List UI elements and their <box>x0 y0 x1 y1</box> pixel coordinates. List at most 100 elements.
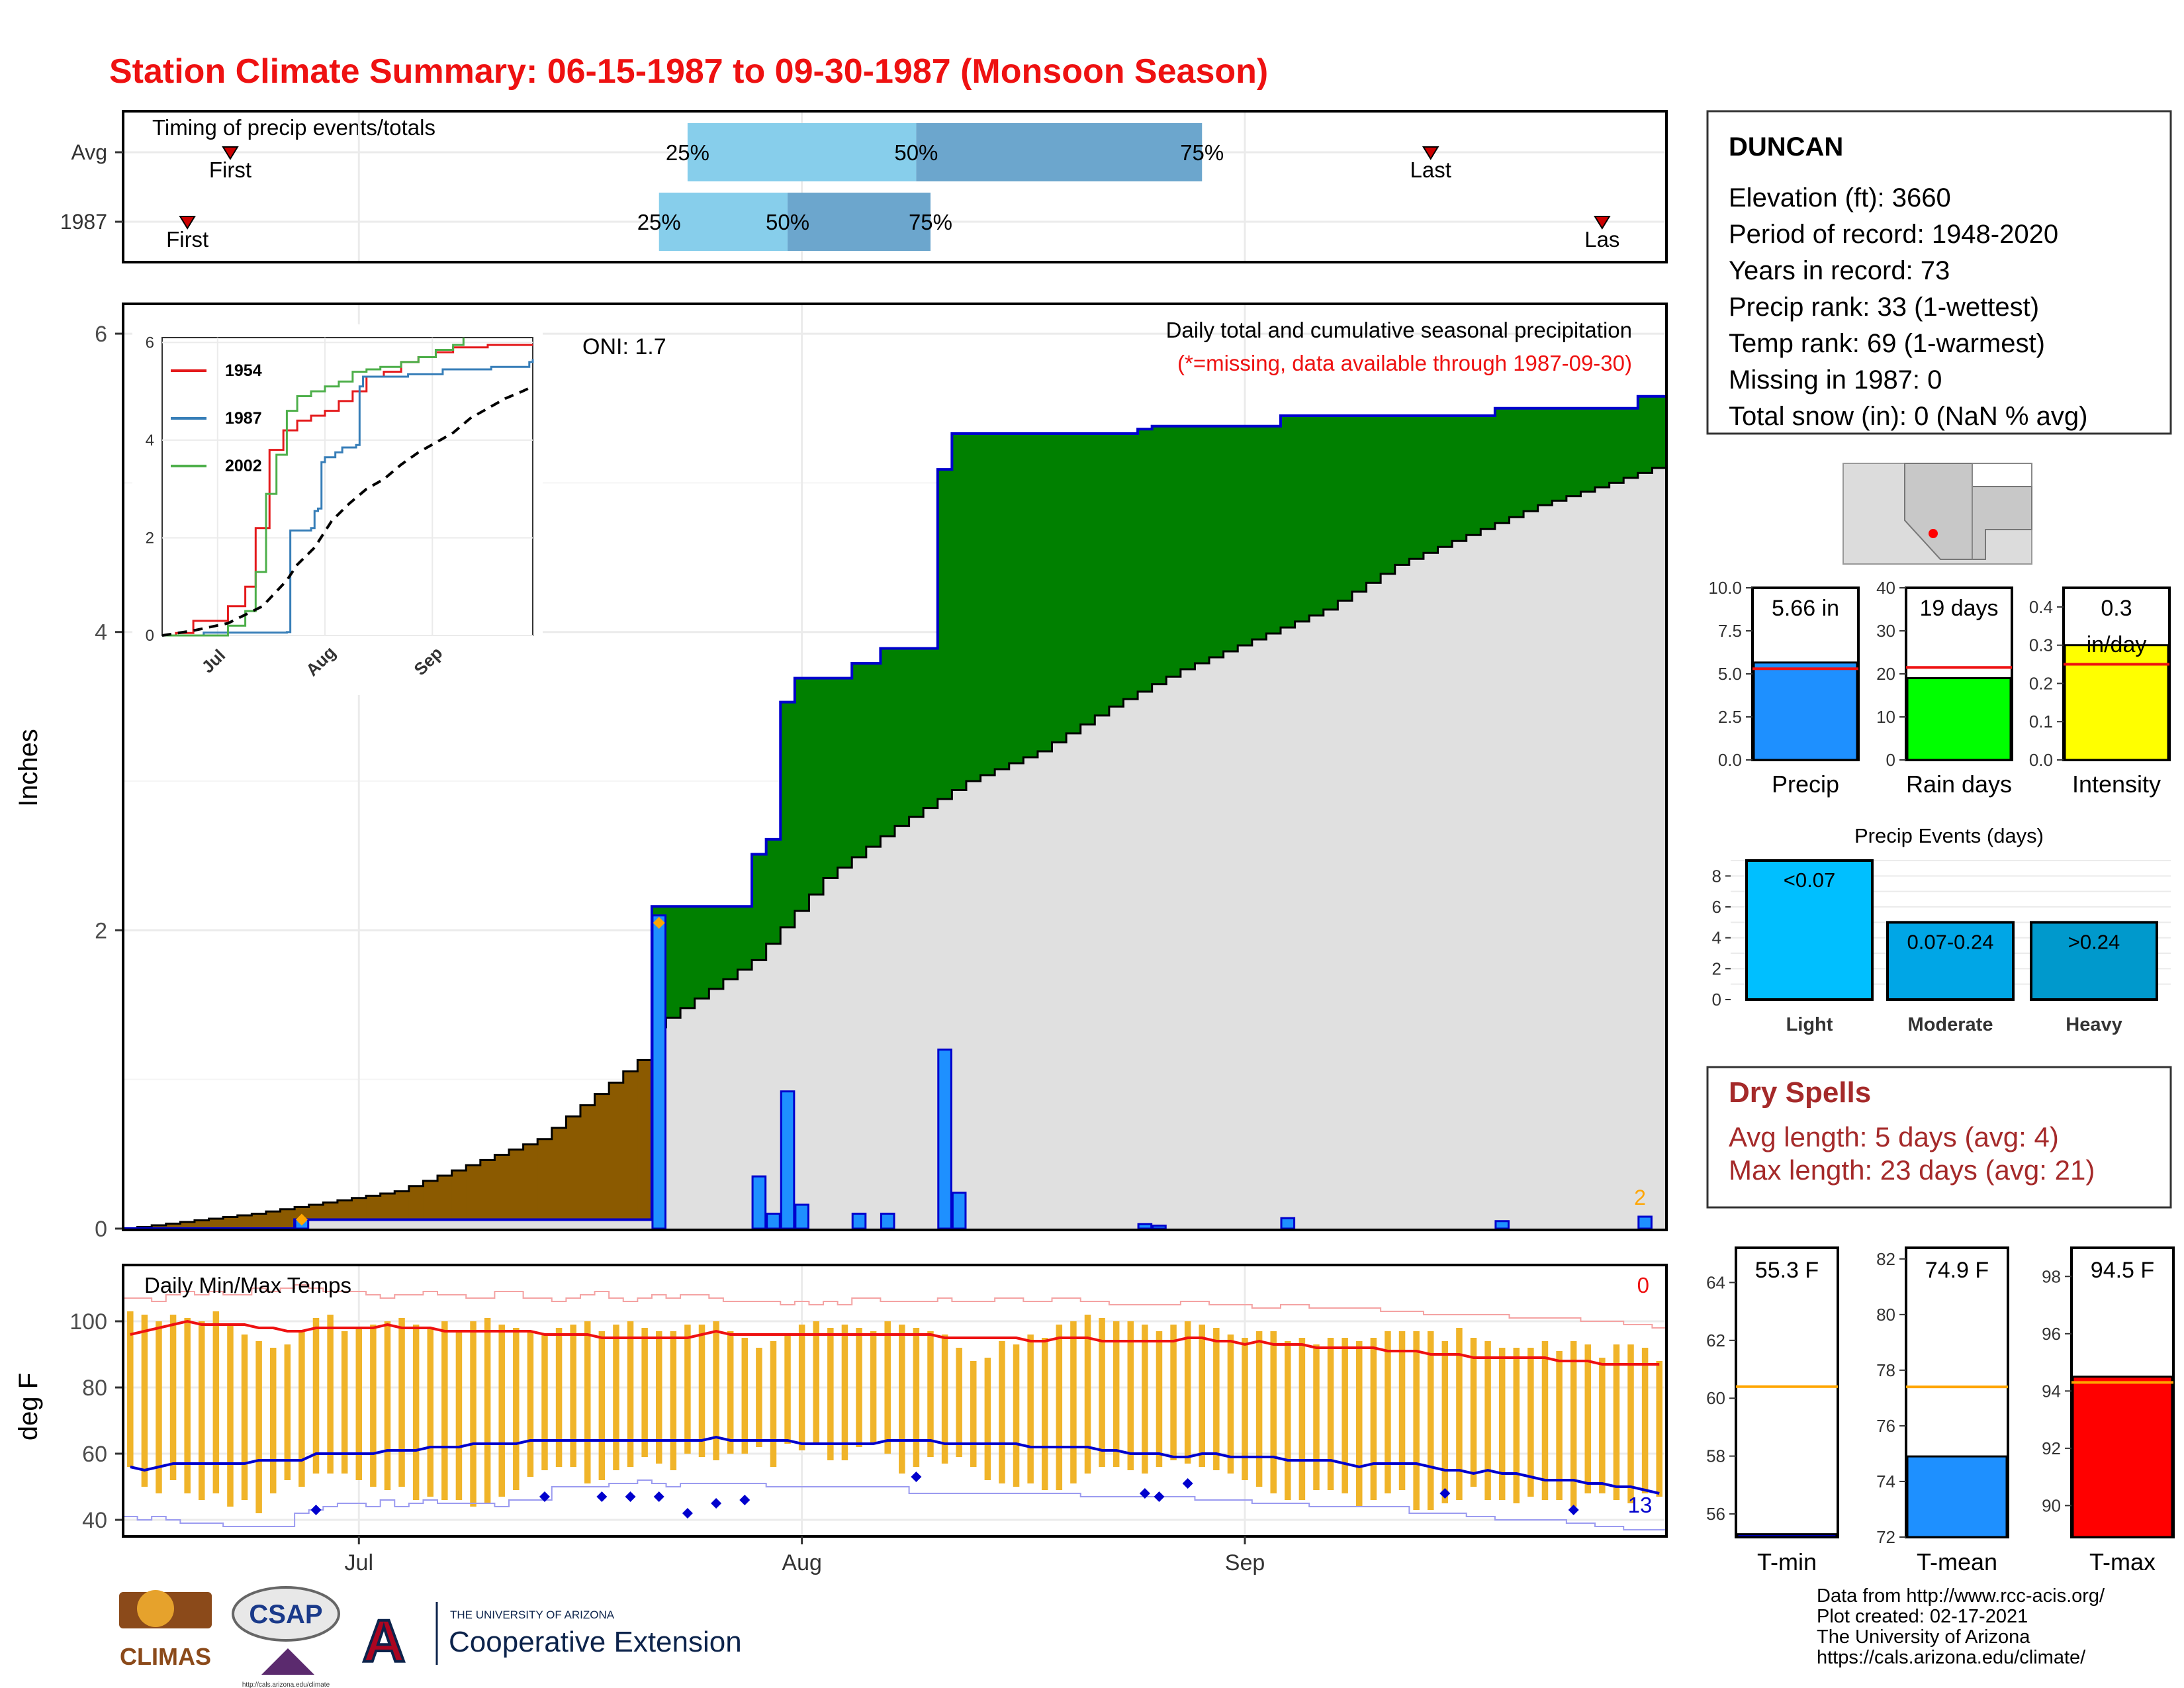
above-normal-fill <box>1138 429 1153 692</box>
x-tick-label: Jul <box>345 1550 373 1575</box>
above-normal-fill <box>1037 434 1053 751</box>
above-normal-fill <box>794 678 810 912</box>
daily-precip-bar <box>751 1175 767 1230</box>
above-normal-fill <box>1566 408 1582 496</box>
below-normal-fill <box>308 1204 324 1220</box>
daily-temp-range-bar <box>884 1321 891 1454</box>
inset-legend-label: 2002 <box>225 457 262 475</box>
above-normal-fill <box>1180 426 1196 670</box>
above-normal-fill <box>823 678 839 878</box>
inset-ytick-label: 0 <box>146 627 154 645</box>
above-normal-fill <box>1066 434 1081 733</box>
record-low-marker <box>1154 1491 1165 1502</box>
daily-temp-range-bar <box>398 1318 405 1487</box>
daily-temp-range-bar <box>1099 1318 1105 1467</box>
below-normal-fill <box>451 1170 467 1220</box>
below-normal-fill <box>237 1215 252 1229</box>
inset-legend-label: 1954 <box>225 361 262 380</box>
daily-temp-range-bar <box>184 1318 191 1493</box>
above-normal-fill <box>780 702 796 927</box>
below-normal-fill <box>537 1139 553 1220</box>
above-normal-fill <box>837 678 852 868</box>
record-low-marker <box>625 1491 636 1502</box>
daily-precip-bar <box>1494 1220 1510 1230</box>
daily-temp-range-bar <box>141 1315 148 1487</box>
daily-temp-range-bar <box>1527 1348 1534 1497</box>
daily-temp-range-bar <box>1556 1351 1563 1500</box>
daily-precip-bar <box>880 1212 895 1230</box>
observed-cumulative-line <box>123 395 1666 1230</box>
record-high-count: 0 <box>1637 1273 1649 1297</box>
above-normal-fill <box>1623 408 1639 478</box>
daily-temp-range-bar <box>899 1325 905 1474</box>
daily-temp-range-bar <box>670 1331 677 1470</box>
record-low-marker <box>911 1472 922 1482</box>
csap-logo-cloud <box>232 1586 340 1642</box>
record-low-line <box>123 1479 1666 1530</box>
daily-temp-range-bar <box>1255 1331 1263 1487</box>
mini-bar-ytick-label: 0.4 <box>2029 597 2053 617</box>
daily-temp-range-bar <box>355 1328 363 1480</box>
temp-bar-t-max: 94.5 F 90 92 94 96 98 T-max <box>2042 1246 2175 1575</box>
below-normal-fill <box>265 1211 281 1229</box>
inset-ytick-label: 6 <box>146 334 154 352</box>
below-normal-fill <box>380 1194 395 1220</box>
summary-bars: 5.66 in 0.0 2.5 5.0 7.5 10.0 Precip 19 days 0 10 2… <box>1708 578 2171 798</box>
above-normal-fill <box>752 854 767 961</box>
daily-temp-range-bar <box>1285 1341 1291 1500</box>
events-bar <box>2030 921 2158 1002</box>
temp-bar-ytick-label: 78 <box>1876 1360 1895 1380</box>
above-normal-fill <box>1381 415 1396 574</box>
daily-temp-range-bar <box>1498 1348 1506 1500</box>
mini-bar-label: Intensity <box>2072 771 2161 798</box>
below-normal-fill <box>337 1200 353 1220</box>
above-normal-fill <box>1195 426 1210 664</box>
temp-bar-ytick-label: 92 <box>2042 1438 2061 1458</box>
temp-bar-value <box>1736 1533 1838 1538</box>
daily-temp-range-bar <box>784 1335 791 1444</box>
mini-bar-value-label: in/day <box>2087 632 2147 657</box>
above-normal-fill <box>909 648 924 818</box>
daily-temp-range-bar <box>427 1328 433 1497</box>
footer-line: Data from http://www.rcc-acis.org/ <box>1817 1585 2105 1607</box>
above-normal-fill <box>1080 434 1095 725</box>
daily-temp-range-bar <box>984 1358 991 1480</box>
mini-bar-value-label: 5.66 in <box>1772 596 1839 621</box>
station-info-line: Missing in 1987: 0 <box>1729 365 1942 395</box>
timing-first-label: First <box>166 227 208 252</box>
daily-temp-range-bar <box>613 1325 619 1470</box>
below-normal-fill <box>208 1218 224 1229</box>
temp-bar-label: T-mean <box>1917 1548 1997 1575</box>
record-high-line <box>123 1284 1666 1329</box>
above-normal-fill <box>1452 415 1467 541</box>
temp-bar-value-label: 94.5 F <box>2091 1258 2154 1283</box>
normal-tmin-line <box>130 1435 1660 1495</box>
daily-precip-bar <box>937 1049 952 1230</box>
mini-bar-ytick-label: 0 <box>1886 750 1895 770</box>
station-info-line: Elevation (ft): 3660 <box>1729 183 1951 212</box>
timing-first-marker <box>222 146 239 160</box>
missing-marker <box>295 1213 308 1226</box>
below-normal-fill <box>551 1127 567 1220</box>
below-normal-fill <box>251 1213 267 1229</box>
inset-series-line-2002 <box>162 338 465 637</box>
above-normal-fill <box>1338 415 1353 601</box>
locator-map <box>1843 463 2032 565</box>
daily-temp-range-bar <box>827 1328 834 1460</box>
above-normal-fill <box>1437 415 1453 547</box>
temp-bar-label: T-max <box>2089 1548 2156 1575</box>
daily-temp-range-bar <box>1413 1331 1420 1510</box>
daily-temp-range-bar <box>541 1335 548 1470</box>
above-normal-fill <box>1366 415 1381 583</box>
record-low-marker <box>653 1491 664 1502</box>
mini-bar-ytick-label: 20 <box>1876 664 1895 684</box>
precip-title-line1: Daily total and cumulative seasonal prec… <box>1166 318 1632 342</box>
daily-temp-range-bar <box>441 1321 448 1500</box>
record-low-marker <box>1568 1505 1579 1515</box>
events-bar-label: 0.07-0.24 <box>1907 930 1994 953</box>
daily-temp-range-bar <box>570 1325 576 1467</box>
below-normal-fill <box>394 1191 410 1220</box>
timing-first-marker <box>179 216 196 230</box>
above-normal-fill <box>1609 408 1624 483</box>
events-bar-label: <0.07 <box>1784 868 1835 892</box>
